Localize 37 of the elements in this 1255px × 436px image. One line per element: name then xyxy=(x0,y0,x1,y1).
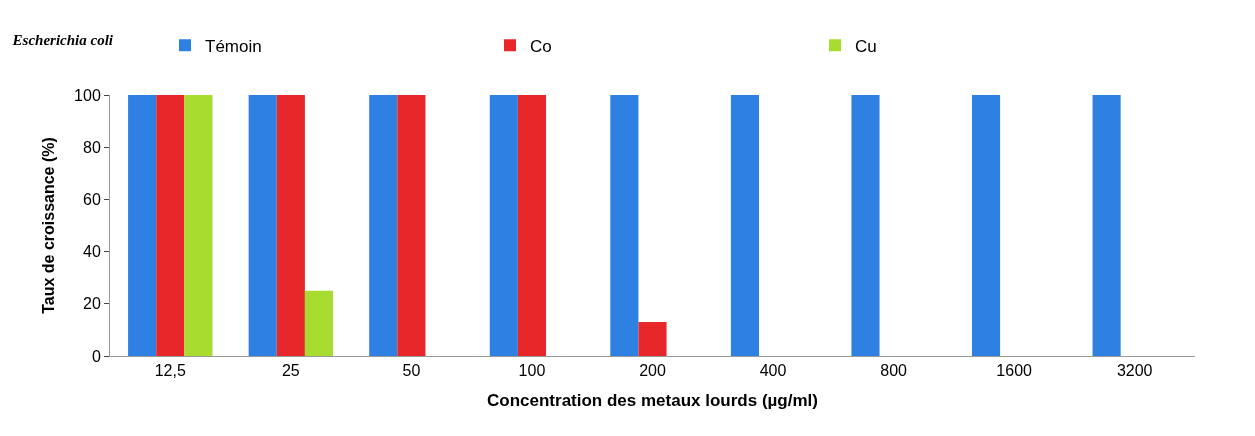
bar xyxy=(248,95,277,356)
y-tick-label: 80 xyxy=(83,138,101,156)
x-tick-label: 50 xyxy=(402,362,421,380)
bar xyxy=(276,95,305,356)
bar xyxy=(1092,95,1121,356)
y-axis-title: Taux de croissance (%) xyxy=(40,137,57,314)
y-tick-label: 20 xyxy=(83,295,101,313)
x-tick-label: 400 xyxy=(759,362,787,380)
legend-label: Co xyxy=(530,36,552,56)
bar xyxy=(156,95,185,356)
bar xyxy=(184,95,213,356)
x-tick-label: 100 xyxy=(518,362,546,380)
bar xyxy=(610,95,639,356)
x-tick-label: 25 xyxy=(281,362,300,380)
x-tick-label: 3200 xyxy=(1116,362,1153,380)
y-tick-label: 60 xyxy=(83,191,101,208)
y-tick-label: 100 xyxy=(74,86,101,104)
bar xyxy=(730,95,759,356)
bar xyxy=(397,95,426,356)
bar xyxy=(851,95,880,356)
y-tick-label: 0 xyxy=(91,347,101,365)
bar xyxy=(517,95,547,356)
legend-label: Cu xyxy=(855,36,877,56)
y-tick-label: 40 xyxy=(83,243,101,261)
bar xyxy=(369,95,398,356)
x-tick-label: 12,5 xyxy=(154,362,186,380)
bar xyxy=(638,322,667,356)
bar xyxy=(489,95,518,356)
bar xyxy=(304,290,334,356)
x-tick-label: 200 xyxy=(639,362,666,380)
x-tick-label: 1600 xyxy=(996,362,1033,380)
x-axis-title: Concentration des metaux lourds (µg/ml) xyxy=(487,390,818,410)
legend-label: Témoin xyxy=(205,36,262,56)
bar xyxy=(971,95,1001,356)
bar xyxy=(128,95,157,356)
x-tick-label: 800 xyxy=(880,362,908,380)
chart-title: Escherichia coli xyxy=(11,32,114,49)
